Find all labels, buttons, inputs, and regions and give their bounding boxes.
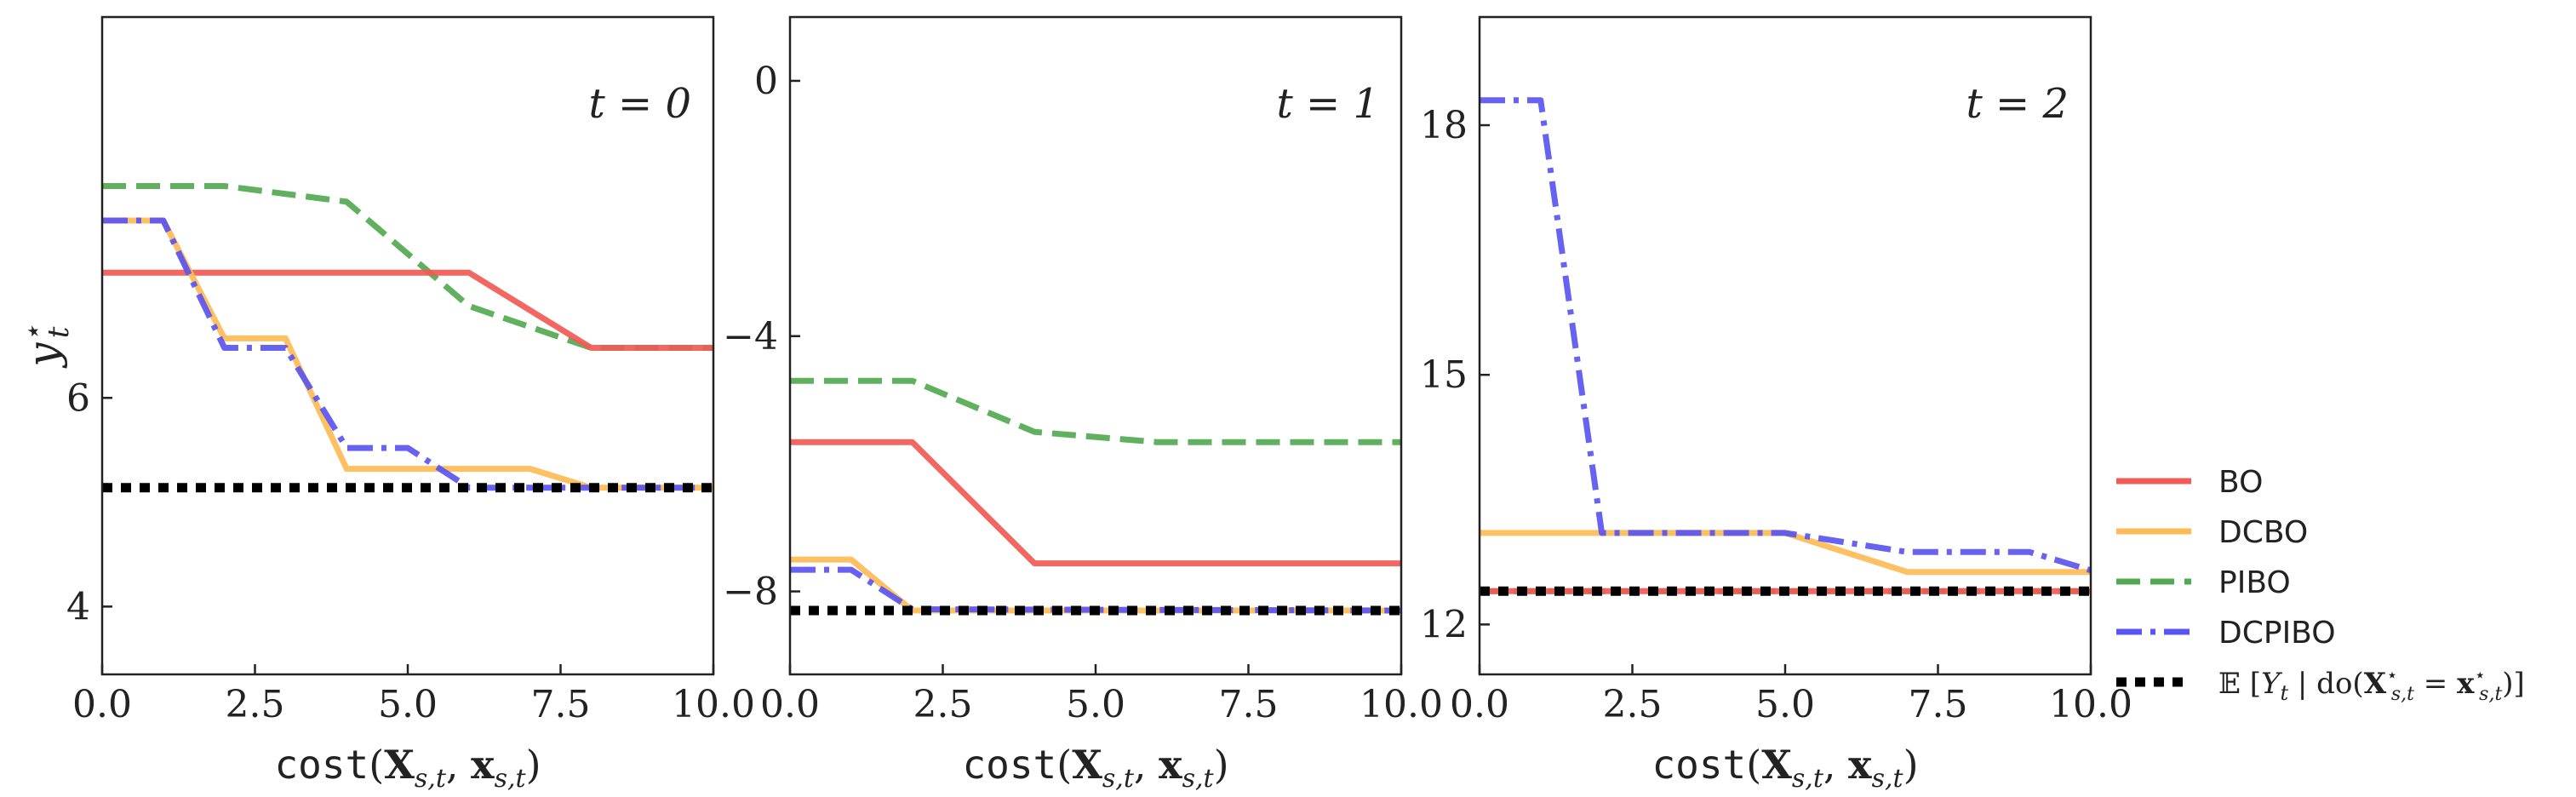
x-ticks: 0.0 2.5 5.0 7.5 10.0 [760,664,1443,726]
x-tick-label: 7.5 [531,683,591,726]
series-line-bo [102,269,713,351]
series-line-pibo [790,377,1401,445]
series-group [790,377,1401,616]
x-tick-label: 10.0 [672,683,755,726]
y-tick-label: 6 [66,376,90,420]
series-line-bo [790,439,1401,567]
series-group [1480,97,2091,596]
x-tick-label: 7.5 [1219,683,1279,726]
x-ticks: 0.0 2.5 5.0 7.5 10.0 [72,664,755,726]
x-tick-label: 2.5 [1603,683,1663,726]
y-ticks: 0 −4 −8 [723,60,800,614]
y-tick-label: −4 [723,315,778,358]
panel-label: t = 1 [1276,80,1379,128]
x-axis-label: cost(Xs,t, xs,t) [274,742,541,794]
x-tick-label: 2.5 [913,683,973,726]
series-line-dcbo [790,556,1401,614]
y-ticks: 12 15 18 [1420,104,1490,646]
legend-item-pibo: PIBO [2116,565,2291,600]
x-tick-label: 5.0 [1755,683,1815,726]
panel-label: t = 2 [1966,80,2069,128]
legend-label: DCPIBO [2218,616,2336,651]
series-line-dcpibo [790,566,1401,614]
x-tick-label: 0.0 [1450,683,1509,726]
y-tick-label: −8 [723,571,778,614]
x-tick-label: 10.0 [2049,683,2132,726]
series-line-dcpibo [102,217,713,491]
legend-label: DCBO [2218,515,2308,550]
series-line-dcpibo [1480,97,2091,574]
y-tick-label: 18 [1420,104,1468,147]
legend-label: BO [2218,465,2263,500]
y-ticks: 46 [66,376,112,628]
legend-item-dcpibo: DCPIBO [2116,616,2336,651]
x-tick-label: 0.0 [72,683,132,726]
legend-item-dcbo: DCBO [2116,515,2308,550]
legend-item-bo: BO [2116,465,2263,500]
x-axis-label: cost(Xs,t, xs,t) [1652,742,1918,794]
x-ticks: 0.0 2.5 5.0 7.5 10.0 [1450,664,2132,726]
x-tick-label: 7.5 [1909,683,1968,726]
x-tick-label: 10.0 [1360,683,1443,726]
y-tick-label: 0 [754,60,778,103]
y-tick-label: 12 [1420,603,1468,646]
panel-1: 0.0 2.5 5.0 7.5 10.0 0 −4 −8 t = 1 cost(Xs,t, xs,… [723,15,1443,794]
panel-2: 0.0 2.5 5.0 7.5 10.0 12 15 18 t = 2 cost(Xs,t, xs… [1420,15,2132,794]
x-tick-label: 2.5 [226,683,285,726]
x-tick-label: 0.0 [760,683,820,726]
y-axis-label: y⋆t [16,324,76,369]
x-axis-label: cost(Xs,t, xs,t) [962,742,1228,794]
x-tick-label: 5.0 [1066,683,1125,726]
series-group [102,183,713,493]
panel-label: t = 0 [588,80,691,128]
legend-item-optimum: 𝔼 [Yt | do(X⋆ s,t = x⋆ s,t)] [2116,665,2525,705]
y-tick-label: 4 [66,585,90,628]
legend: BO DCBO PIBO DCPIBO 𝔼 [Yt | do(X⋆ s,t = x⋆ s,t… [2116,465,2525,705]
y-tick-label: 15 [1420,353,1468,397]
legend-label: PIBO [2218,565,2291,600]
x-tick-label: 5.0 [378,683,438,726]
series-line-pibo [102,183,713,351]
legend-label: 𝔼 [Yt | do(X⋆ s,t = x⋆ s,t)] [2218,665,2525,705]
